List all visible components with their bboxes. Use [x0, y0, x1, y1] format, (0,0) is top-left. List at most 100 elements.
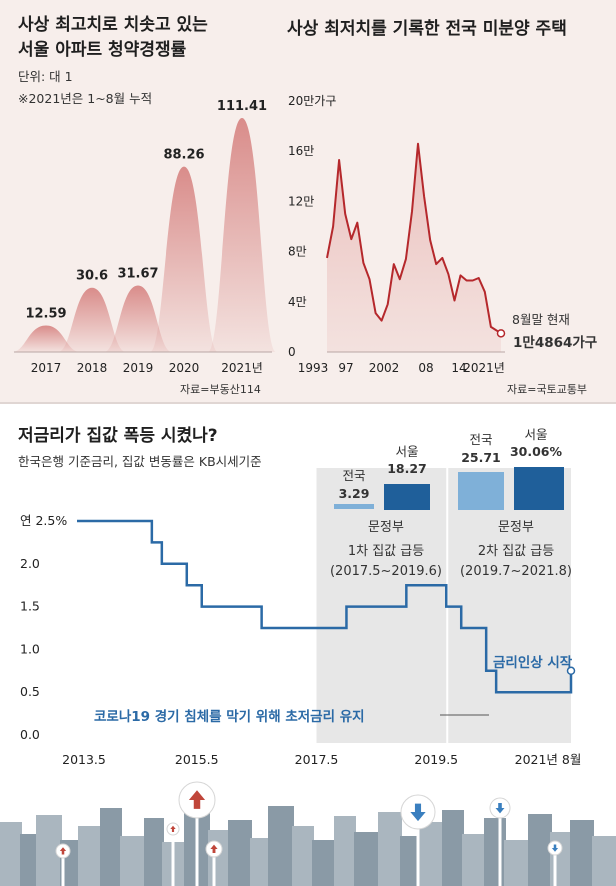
period2-national-label: 전국 [469, 432, 493, 447]
unsold-last-point [496, 329, 506, 338]
subscription-value-label-2017: 12.59 [25, 307, 66, 322]
rate-y-tick-2: 1.5 [20, 599, 40, 614]
unsold-x-tick-5: 2021년 [463, 361, 505, 375]
unsold-x-tick-4: 14 [451, 361, 466, 375]
subscription-peak-2017 [12, 325, 80, 352]
building [550, 832, 572, 886]
unsold-x-tick-0: 1993 [298, 361, 329, 375]
period2-band [448, 468, 571, 743]
rate-y-tick-3: 1.0 [20, 641, 40, 656]
period1-label-line1: 문정부 [368, 520, 404, 535]
rate-x-tick-4: 2021년 8월 [515, 752, 582, 767]
period1-seoul-bar [384, 484, 430, 510]
unsold-x-tick-3: 08 [418, 361, 433, 375]
building [292, 826, 314, 886]
building [268, 806, 294, 886]
building [334, 816, 356, 886]
period1-seoul-label: 서울 [395, 444, 419, 459]
unsold-annotation-line2: 1만4864가구 [513, 335, 598, 351]
subscription-x-tick-2019: 2019 [123, 361, 154, 375]
rate-y-tick-4: 0.5 [20, 684, 40, 699]
unsold-x-tick-2: 2002 [369, 361, 400, 375]
unsold-chart-source: 자료=국토교통부 [507, 383, 588, 396]
building [504, 840, 530, 886]
subscription-chart-title-line1: 사상 최고치로 치솟고 있는 [18, 15, 208, 35]
subscription-chart-unit: 단위: 대 1 [18, 69, 73, 84]
period1-seoul-value: 18.27 [387, 461, 427, 476]
subscription-value-label-2021년: 111.41 [217, 99, 267, 114]
building [592, 836, 616, 886]
period2-seoul-bar [514, 467, 564, 510]
period1-national-label: 전국 [342, 468, 366, 483]
building [228, 820, 252, 886]
rate-y-tick-1: 2.0 [20, 556, 40, 571]
unsold-y-tick-4: 16만 [288, 144, 314, 158]
unsold-y-tick-3: 12만 [288, 194, 314, 208]
subscription-x-tick-2021년: 2021년 [221, 361, 263, 375]
subscription-x-tick-2018: 2018 [77, 361, 108, 375]
period1-label-line2: 1차 집값 급등 [347, 544, 425, 559]
rate-line [77, 519, 573, 694]
building [144, 818, 164, 886]
subscription-value-label-2020: 88.26 [163, 148, 204, 163]
building [312, 840, 336, 886]
period1-national-bar [334, 504, 374, 509]
building [120, 836, 146, 886]
up-arrow-large-icon [188, 790, 206, 809]
covid-annotation: 코로나19 경기 침체를 막기 위해 초저금리 유지 [94, 709, 365, 725]
up-arrow-tiny-icon [59, 847, 67, 855]
building [400, 836, 420, 886]
rate-x-tick-0: 2013.5 [62, 752, 106, 767]
period1-label-line3: (2017.5~2019.6) [329, 564, 442, 579]
building [20, 834, 38, 886]
rate-chart-subtitle: 한국은행 기준금리, 집값 변동률은 KB시세기준 [18, 454, 262, 469]
down-arrow-tiny-icon [551, 844, 559, 852]
building [78, 826, 102, 886]
subscription-x-tick-2017: 2017 [31, 361, 62, 375]
building [354, 832, 380, 886]
building [418, 822, 444, 886]
up-arrow-mini-icon [170, 825, 176, 832]
building [442, 810, 464, 886]
period2-national-value: 25.71 [461, 450, 501, 465]
unsold-y-tick-2: 8만 [288, 245, 307, 259]
unsold-chart-title: 사상 최저치를 기록한 전국 미분양 주택 [287, 19, 567, 39]
subscription-chart-source: 자료=부동산114 [180, 383, 261, 396]
building [484, 818, 506, 886]
subscription-peak-2020 [150, 166, 218, 352]
unsold-area [327, 143, 501, 352]
period2-label-line2: 2차 집값 급등 [477, 544, 555, 559]
subscription-peak-2018 [58, 287, 126, 352]
unsold-y-tick-0: 0 [288, 345, 296, 359]
unsold-y-tick-1: 4만 [288, 295, 307, 309]
down-arrow-small-icon [495, 803, 505, 814]
subscription-peak-2019 [104, 285, 172, 352]
up-arrow-small-icon [210, 844, 218, 853]
subscription-chart-title-line2: 서울 아파트 청약경쟁률 [18, 40, 187, 60]
building [100, 808, 122, 886]
period2-national-bar [458, 472, 504, 510]
subscription-value-label-2018: 30.6 [76, 269, 108, 284]
unsold-annotation-line1: 8월말 현재 [512, 312, 570, 327]
subscription-x-tick-2020: 2020 [169, 361, 200, 375]
rate-x-tick-2: 2017.5 [295, 752, 339, 767]
unsold-y-tick-5: 20만가구 [288, 94, 336, 108]
building [462, 834, 486, 886]
building [250, 838, 270, 886]
subscription-peak-2021년 [208, 118, 276, 352]
rate-hike-annotation: 금리인상 시작 [493, 655, 573, 671]
unsold-line [326, 142, 502, 335]
building [378, 812, 402, 886]
down-arrow-large-icon [410, 803, 426, 822]
period2-seoul-label: 서울 [524, 427, 548, 442]
section-divider [0, 402, 616, 404]
rate-y-tick-5: 0.0 [20, 727, 40, 742]
building [0, 822, 22, 886]
period2-label-line1: 문정부 [498, 520, 534, 535]
rate-last-point [566, 666, 576, 676]
subscription-chart-note: ※2021년은 1~8월 누적 [18, 91, 153, 106]
rate-x-tick-1: 2015.5 [175, 752, 219, 767]
subscription-value-label-2019: 31.67 [117, 266, 158, 281]
